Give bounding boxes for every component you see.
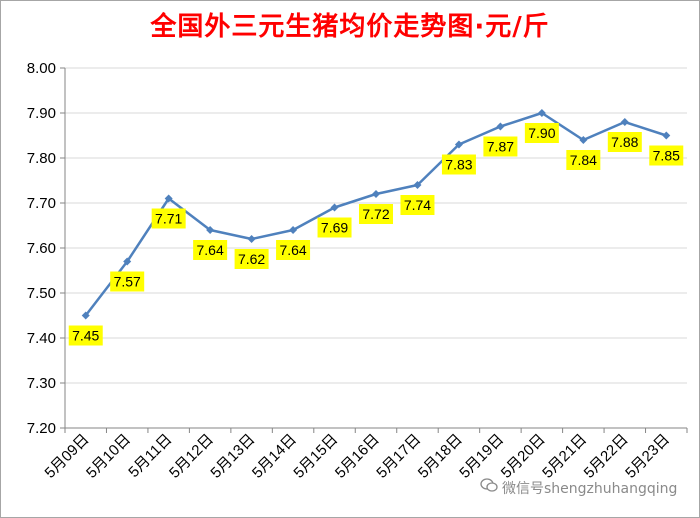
x-tick-label: 5月17日 [373,431,424,482]
data-label: 7.71 [155,211,182,227]
data-label: 7.72 [362,206,389,222]
y-tick-label: 7.30 [27,375,56,392]
y-tick-label: 8.00 [27,60,56,77]
data-point [247,235,256,243]
data-label: 7.74 [404,197,431,213]
x-tick-label: 5月14日 [249,431,300,482]
x-tick-label: 5月11日 [125,431,175,481]
data-point [454,140,463,149]
data-label-bg [649,145,684,166]
x-tick-label: 5月10日 [83,431,134,482]
data-point [372,190,380,198]
x-tick-label: 5月15日 [290,431,341,482]
y-tick-label: 7.40 [27,330,56,347]
x-tick-label: 5月23日 [622,431,673,482]
y-tick-label: 7.70 [27,195,56,212]
data-point [662,131,671,140]
data-label: 7.83 [445,157,472,173]
data-label-bg [566,150,601,170]
data-label: 7.64 [279,242,306,258]
x-tick-label: 5月22日 [581,431,632,482]
x-tick-label: 5月20日 [498,431,549,482]
y-tick-label: 7.20 [27,420,56,437]
y-tick-label: 7.50 [27,285,56,302]
x-tick-label: 5月19日 [456,431,507,482]
data-point [330,203,339,212]
x-tick-label: 5月18日 [415,431,466,482]
data-label: 7.57 [114,274,141,290]
x-tick-label: 5月12日 [166,431,217,482]
data-label-bg [317,217,352,238]
data-label-bg [234,249,269,269]
x-tick-label: 5月13日 [207,431,258,482]
x-tick-label: 5月21日 [539,431,590,482]
data-label: 7.90 [528,125,555,141]
data-point [496,122,505,131]
data-label-bg [441,154,476,175]
data-label-bg [276,240,311,260]
data-label-bg [68,325,103,346]
y-tick-label: 7.90 [27,105,56,122]
data-label: 7.64 [197,242,224,258]
data-label: 7.84 [570,152,597,168]
data-point [81,311,90,320]
data-label-bg [483,136,518,157]
wechat-icon [480,478,498,495]
data-label-bg [524,123,559,143]
data-point [206,226,215,234]
data-point [620,118,629,126]
data-label-bg [110,271,145,292]
watermark-text: 微信号shengzhuhangqing [502,481,678,497]
data-point [289,226,298,234]
data-label-bg [193,240,228,260]
data-label: 7.45 [72,328,99,344]
data-label-bg [151,208,186,229]
data-label: 7.62 [238,251,265,267]
data-label-bg [359,204,393,224]
data-point [537,109,546,117]
data-label: 7.69 [321,220,348,236]
data-point [123,257,132,266]
data-label: 7.88 [611,134,638,150]
data-label-bg [400,195,435,215]
data-point [164,194,173,203]
y-tick-label: 7.60 [27,240,56,257]
data-point [579,136,588,144]
data-label-bg [607,132,642,152]
x-tick-label: 5月09日 [42,431,93,482]
chart-title: 全国外三元生猪均价走势图·元/斤 [150,12,550,42]
x-tick-label: 5月16日 [332,431,383,482]
watermark: 微信号shengzhuhangqing [480,478,677,498]
data-point [413,181,422,189]
data-label: 7.85 [653,148,680,164]
data-label: 7.87 [487,139,514,155]
y-tick-label: 7.80 [27,150,56,167]
